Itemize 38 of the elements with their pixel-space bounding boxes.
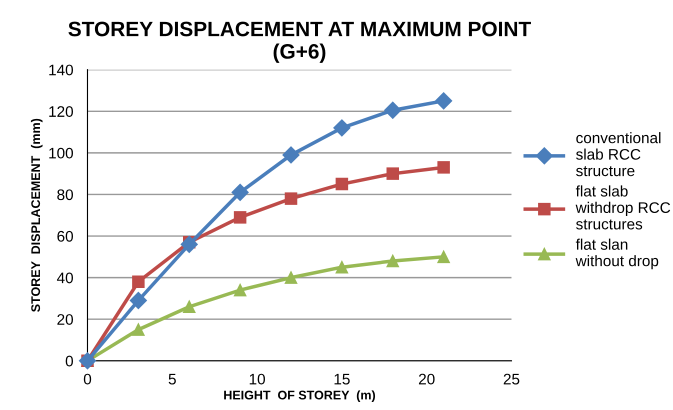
point	[284, 271, 298, 284]
point	[386, 167, 400, 180]
point	[132, 323, 145, 336]
point	[182, 300, 196, 313]
x-tick-label: 0	[84, 374, 92, 385]
y-tick-label: 60	[57, 230, 74, 242]
point	[386, 254, 400, 268]
y-axis-title: STOREY DISPLACEMENT (mm)	[30, 118, 43, 312]
y-tick-label: 20	[57, 314, 74, 325]
y-tick-label: 80	[57, 189, 74, 200]
point	[234, 284, 246, 296]
point	[336, 178, 348, 190]
y-tick-label: 0	[66, 356, 74, 366]
point	[333, 119, 350, 136]
chart-title: STOREY DISPLACEMENT AT MAXIMUM POINT (G+6)	[68, 22, 531, 63]
point	[180, 236, 198, 253]
y-tick-label: 40	[56, 272, 74, 284]
y-tick-label: 100	[49, 148, 74, 159]
y-tick-label: 140	[49, 64, 74, 76]
point	[284, 192, 298, 205]
point	[435, 92, 452, 110]
legend-label: flat slan without drop	[576, 238, 658, 270]
point	[384, 102, 402, 119]
x-tick-label: 15	[334, 374, 350, 385]
point	[437, 250, 450, 264]
point	[234, 211, 246, 224]
point	[437, 161, 450, 174]
point	[282, 146, 300, 164]
x-tick-label: 25	[504, 374, 520, 385]
point	[336, 260, 348, 274]
point	[132, 276, 145, 288]
point	[130, 292, 147, 310]
point	[232, 184, 249, 201]
x-tick-label: 20	[418, 374, 435, 385]
x-tick-label: 10	[250, 374, 265, 385]
y-tick-label: 120	[49, 106, 74, 117]
x-tick-label: 5	[168, 374, 176, 385]
x-axis-title: HEIGHT OF STOREY (m)	[224, 390, 376, 402]
